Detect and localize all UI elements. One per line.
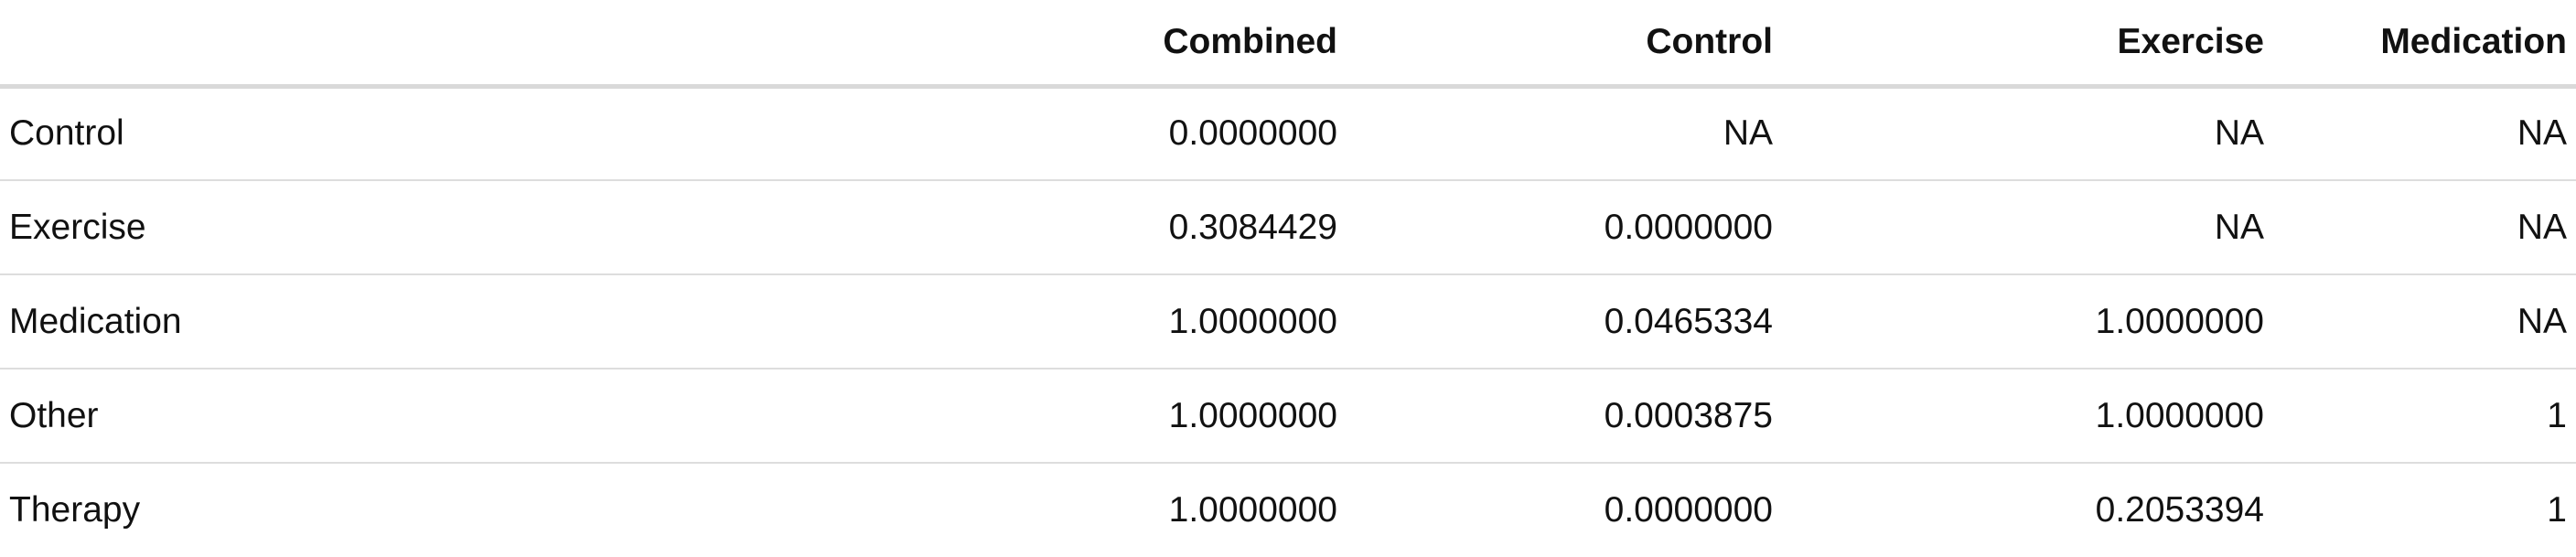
table-cell: 0.0000000 — [1604, 490, 1773, 530]
table-row: Medication 1.0000000 0.0465334 1.0000000… — [0, 274, 2576, 370]
table-cell: 0.3084429 — [909, 180, 1347, 275]
table-cell: 1.0000000 — [1782, 274, 2273, 370]
table-cell: 0.0465334 — [1347, 274, 1782, 370]
table-cell: 0.0000000 — [909, 86, 1347, 181]
header-row: Combined Control Exercise Medication Oth… — [0, 0, 2576, 89]
column-header-exercise: Exercise — [1782, 0, 2273, 89]
table-cell: NA — [2273, 86, 2576, 181]
pvalue-table-container: Combined Control Exercise Medication Oth… — [0, 0, 2576, 530]
table-row: Other 1.0000000 0.0003875 1.0000000 1 NA — [0, 369, 2576, 464]
table-cell: 1.0000000 — [1782, 369, 2273, 464]
row-label: Therapy — [9, 490, 141, 530]
table-cell: 1.0000000 — [1168, 490, 1337, 530]
table-cell: 0.0000000 — [1347, 180, 1782, 275]
table-cell: NA — [1782, 86, 2273, 181]
table-cell: 1 — [2547, 490, 2567, 530]
table-cell: 1.0000000 — [909, 274, 1347, 370]
table-cell: NA — [2273, 274, 2576, 370]
row-label: Control — [0, 86, 909, 181]
table-cell: 1.0000000 — [909, 369, 1347, 464]
column-header-medication: Medication — [2273, 0, 2576, 89]
table-row: Exercise 0.3084429 0.0000000 NA NA NA — [0, 180, 2576, 275]
row-label: Other — [0, 369, 909, 464]
table-row: Control 0.0000000 NA NA NA NA — [0, 86, 2576, 181]
table-cell: 1 — [2273, 369, 2576, 464]
column-header-control: Control — [1347, 0, 1782, 89]
corner-cell — [0, 0, 909, 89]
table-cell: NA — [2273, 180, 2576, 275]
table-row: Therapy 1.0000000 0.0000000 0.2053394 1 … — [0, 463, 2576, 557]
row-label: Exercise — [0, 180, 909, 275]
table-cell: NA — [1782, 180, 2273, 275]
table-cell: NA — [1347, 86, 1782, 181]
table-cell: 0.0003875 — [1347, 369, 1782, 464]
row-label: Medication — [0, 274, 909, 370]
table-cell: 0.2053394 — [2095, 490, 2264, 530]
column-header-combined: Combined — [909, 0, 1347, 89]
